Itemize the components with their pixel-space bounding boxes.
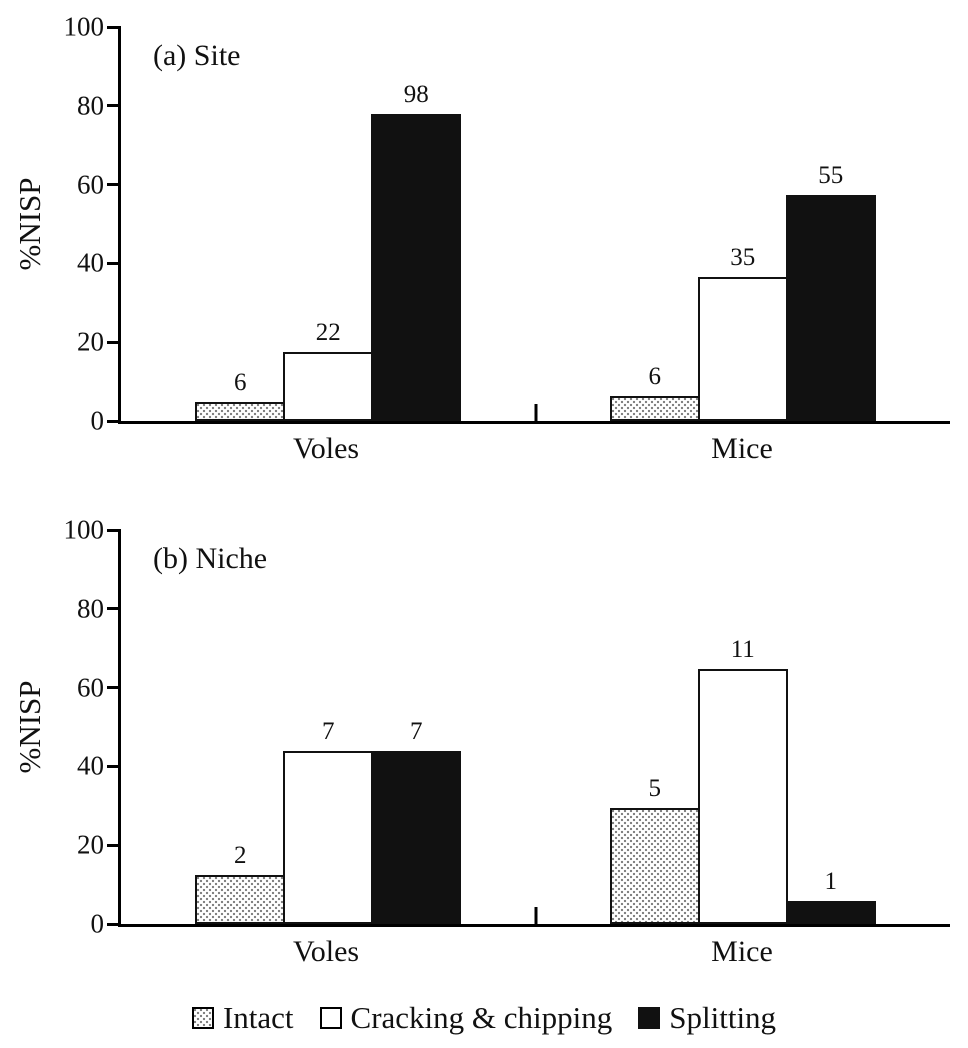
bar-value-label: 22 — [315, 319, 341, 347]
bar-value-label: 98 — [403, 81, 429, 109]
panel-label: (b) Niche — [153, 542, 268, 575]
legend-item-intact: Intact — [191, 1000, 294, 1036]
intact-swatch-icon — [191, 1007, 214, 1029]
bar-black-mice: 55 — [785, 162, 876, 421]
bar-value-label: 5 — [648, 775, 662, 803]
y-tick-label: 0 — [90, 908, 105, 939]
y-tick-label: 40 — [77, 247, 104, 278]
y-tick-mark — [107, 843, 121, 847]
bar-black-voles: 7 — [371, 718, 462, 924]
bar — [609, 808, 700, 924]
bar — [371, 114, 462, 421]
bar — [195, 874, 286, 924]
bar-black-voles: 98 — [371, 81, 462, 421]
x-axis-divider-tick — [534, 907, 537, 924]
bar — [697, 669, 788, 924]
bar — [609, 396, 700, 421]
y-tick-mark — [107, 183, 121, 187]
bar-value-label: 6 — [648, 363, 662, 391]
y-tick-label: 60 — [77, 169, 104, 200]
bar-dotted-voles: 2 — [195, 841, 286, 924]
bar-value-label: 6 — [234, 369, 247, 397]
y-tick-label: 20 — [77, 326, 104, 357]
y-tick-label: 20 — [77, 829, 104, 860]
y-tick-mark — [107, 419, 121, 423]
bar-white-mice: 35 — [697, 244, 788, 421]
y-tick-mark — [107, 340, 121, 344]
bar-group-mice: 6 35 55 — [536, 163, 951, 421]
bar-value-label: 11 — [730, 636, 755, 664]
plot-area: (a) Site 6 22 98 6 35 55 — [107, 25, 951, 424]
y-tick-mark — [107, 25, 121, 29]
legend: Intact Cracking & chipping Splitting — [0, 996, 968, 1040]
y-tick-label: 80 — [77, 593, 104, 624]
bar-value-label: 7 — [410, 718, 423, 746]
bar — [785, 900, 876, 924]
y-tick-label: 100 — [63, 11, 105, 42]
y-tick-label: 60 — [77, 672, 104, 703]
y-tick-mark — [107, 764, 121, 768]
y-tick-label: 40 — [77, 750, 104, 781]
y-tick-label: 80 — [77, 90, 104, 121]
legend-item-cracking-chipping: Cracking & chipping — [319, 1000, 613, 1036]
y-tick-mark — [107, 261, 121, 265]
bar-group-mice: 5 11 1 — [536, 637, 951, 924]
bar-value-label: 7 — [322, 718, 335, 746]
category-label-voles: Voles — [292, 432, 360, 465]
x-axis-divider-tick — [534, 404, 537, 421]
y-tick-label: 100 — [63, 514, 105, 545]
y-tick-label: 0 — [90, 405, 105, 436]
y-tick-mark — [107, 607, 121, 611]
bar-value-label: 55 — [818, 162, 844, 190]
bar-value-label: 35 — [730, 244, 756, 272]
bar — [283, 751, 374, 924]
y-tick-mark — [107, 922, 121, 926]
y-axis: 0 20 40 60 80 100 — [0, 13, 105, 434]
bar — [371, 751, 462, 924]
category-label-voles: Voles — [292, 935, 360, 968]
category-label-mice: Mice — [711, 432, 773, 465]
cracking-chipping-swatch-icon — [319, 1007, 342, 1029]
bar-value-label: 1 — [824, 867, 838, 895]
y-tick-mark — [107, 528, 121, 532]
panel-b-niche: %NISP 0 20 40 60 80 100 (b) Niche 2 7 7 5 11 1 Vol… — [0, 503, 968, 981]
bar-white-voles: 22 — [283, 319, 374, 421]
bar — [785, 195, 876, 421]
bar-value-label: 2 — [234, 841, 247, 869]
bar — [283, 352, 374, 421]
y-tick-mark — [107, 104, 121, 108]
bar-black-mice: 1 — [785, 867, 876, 924]
splitting-swatch-icon — [638, 1007, 661, 1029]
panel-label: (a) Site — [153, 39, 241, 72]
bar-group-voles: 6 22 98 — [121, 82, 536, 421]
legend-label: Intact — [222, 1000, 294, 1035]
y-tick-mark — [107, 686, 121, 690]
bar-white-mice: 11 — [697, 636, 788, 924]
bar-white-voles: 7 — [283, 718, 374, 924]
category-label-mice: Mice — [711, 935, 773, 968]
bar-dotted-voles: 6 — [195, 369, 286, 421]
bar-dotted-mice: 5 — [609, 775, 700, 924]
plot-area: (b) Niche 2 7 7 5 11 1 — [107, 528, 951, 927]
bar-group-voles: 2 7 7 — [121, 719, 536, 924]
legend-label: Splitting — [669, 1000, 777, 1035]
y-axis: 0 20 40 60 80 100 — [0, 516, 105, 937]
bar-dotted-mice: 6 — [609, 363, 700, 421]
bar — [195, 402, 286, 421]
panel-a-site: %NISP 0 20 40 60 80 100 (a) Site 6 22 98 6 35 55 V… — [0, 0, 968, 478]
bar — [697, 277, 788, 421]
legend-item-splitting: Splitting — [638, 1000, 776, 1036]
legend-label: Cracking & chipping — [350, 1000, 613, 1035]
